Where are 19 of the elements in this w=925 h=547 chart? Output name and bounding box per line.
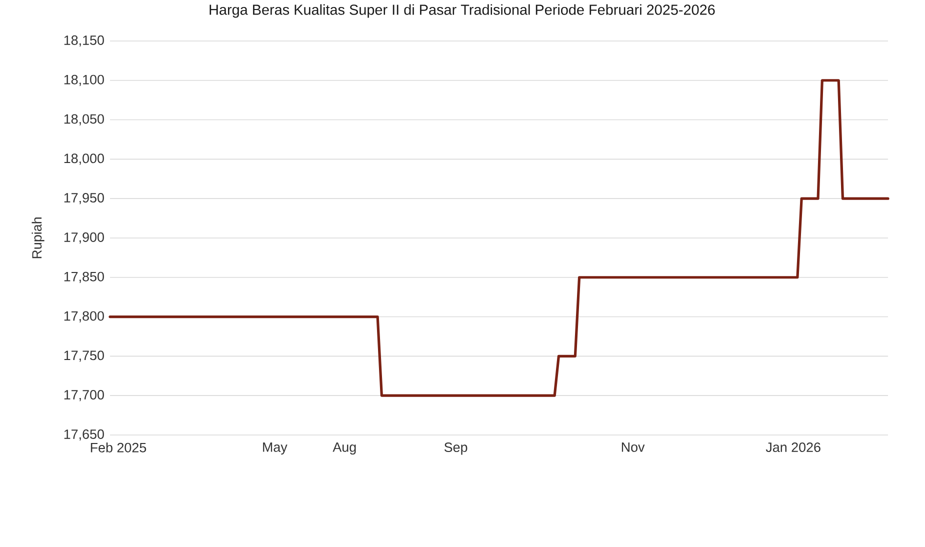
x-tick-label: Sep [444, 442, 468, 455]
y-tick-label: 18,000 [64, 154, 104, 165]
y-tick-label: 17,750 [64, 350, 104, 362]
y-tick-label: 18,050 [64, 114, 104, 126]
y-tick-label: 17,900 [64, 232, 104, 244]
y-tick-label: 17,850 [64, 272, 104, 283]
x-tick-label: Jan 2026 [766, 442, 820, 452]
y-tick-label: 17,650 [64, 429, 104, 441]
y-tick-label: 18,100 [64, 74, 104, 86]
x-tick-label: Nov [622, 442, 645, 452]
y-tick-label: 17,700 [64, 390, 104, 402]
y-tick-label: 18,150 [64, 35, 104, 47]
x-tick-label: May [263, 442, 288, 455]
chart-title: Harga Beras Kualitas Super II di Pasar Tradisional Periode Februari 2025-2026 [210, 4, 715, 18]
x-tick-label: Aug [332, 442, 356, 455]
x-tick-label: Feb 2025 [90, 442, 146, 452]
y-tick-label: 17,800 [64, 311, 104, 322]
y-tick-label: 17,950 [64, 193, 104, 204]
y-axis-title: Rupiah [32, 218, 44, 258]
